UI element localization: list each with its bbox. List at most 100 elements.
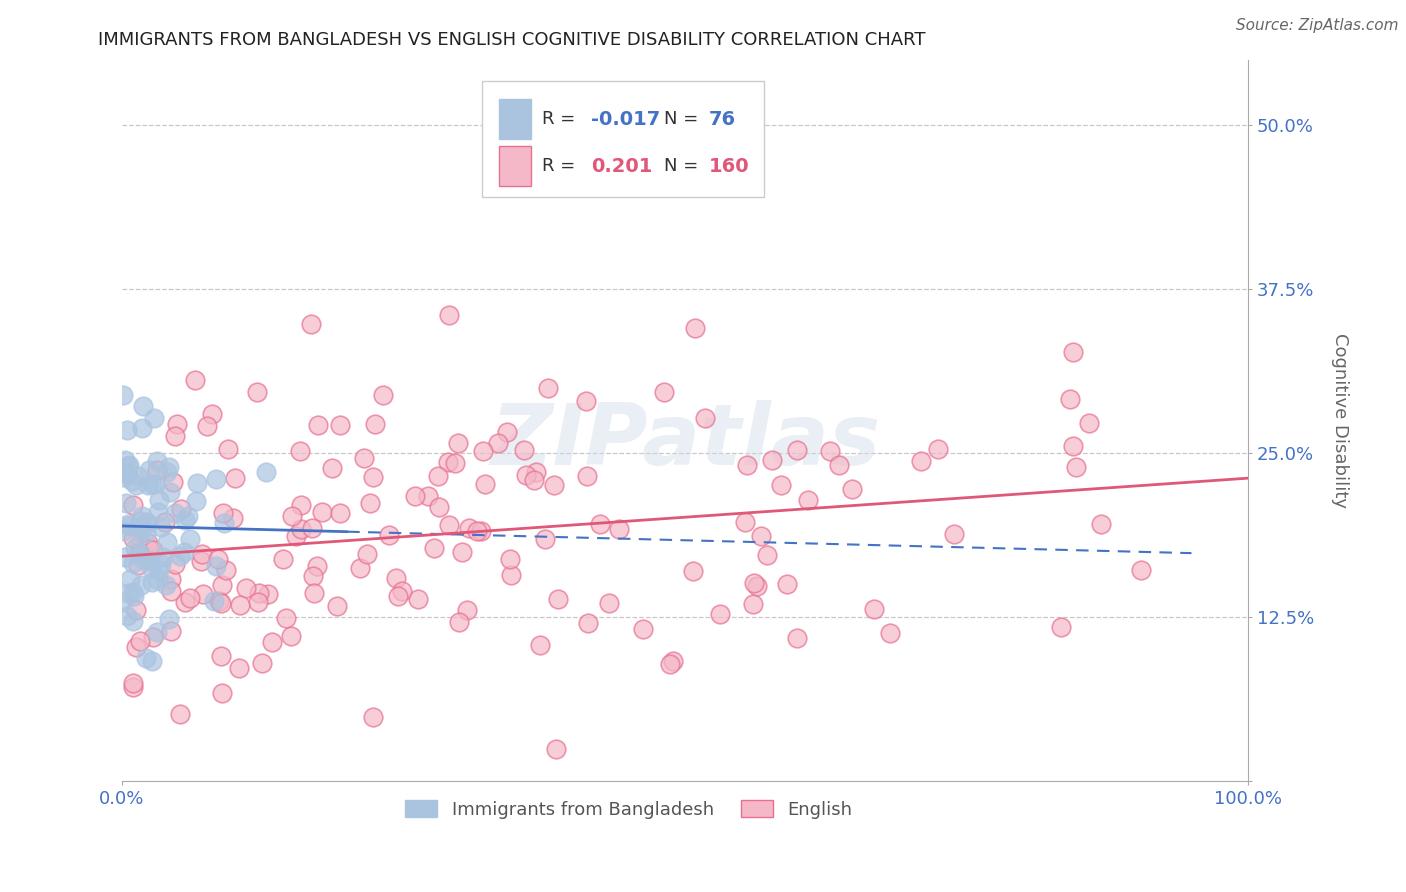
Point: [443, 456, 465, 470]
Point: [149, 557, 172, 571]
Point: [166, 417, 188, 431]
Point: [162, 475, 184, 490]
Point: [371, 387, 394, 401]
Point: [155, 578, 177, 592]
Point: [290, 444, 312, 458]
Point: [141, 477, 163, 491]
Point: [879, 626, 901, 640]
Point: [142, 410, 165, 425]
Point: [195, 419, 218, 434]
Point: [121, 615, 143, 629]
Point: [786, 443, 808, 458]
Point: [139, 554, 162, 568]
Point: [274, 611, 297, 625]
Point: [465, 524, 488, 539]
Point: [910, 454, 932, 468]
Point: [589, 516, 612, 531]
Point: [862, 601, 884, 615]
Point: [307, 558, 329, 573]
Text: -0.017: -0.017: [592, 110, 661, 128]
Point: [118, 518, 141, 533]
Point: [1050, 620, 1073, 634]
Point: [391, 584, 413, 599]
Point: [138, 463, 160, 477]
Text: N =: N =: [664, 110, 703, 128]
Point: [114, 453, 136, 467]
Point: [662, 654, 685, 668]
Point: [156, 535, 179, 549]
Point: [437, 517, 460, 532]
Point: [211, 686, 233, 700]
Point: [515, 468, 537, 483]
Point: [529, 639, 551, 653]
Point: [128, 515, 150, 529]
Point: [131, 421, 153, 435]
Point: [1078, 416, 1101, 430]
Point: [114, 496, 136, 510]
Point: [118, 458, 141, 473]
Point: [820, 444, 842, 458]
Point: [201, 407, 224, 421]
Point: [472, 443, 495, 458]
Point: [229, 598, 252, 612]
Point: [486, 436, 509, 450]
Point: [149, 520, 172, 534]
Point: [427, 500, 450, 515]
Point: [122, 499, 145, 513]
Point: [280, 629, 302, 643]
Text: R =: R =: [541, 110, 581, 128]
Point: [254, 465, 277, 479]
Point: [436, 454, 458, 468]
Point: [215, 563, 238, 577]
Point: [285, 529, 308, 543]
Point: [598, 596, 620, 610]
Point: [174, 513, 197, 527]
Point: [117, 467, 139, 481]
Point: [301, 521, 323, 535]
Point: [496, 425, 519, 440]
Point: [141, 654, 163, 668]
Point: [184, 373, 207, 387]
Point: [224, 471, 246, 485]
Point: [122, 585, 145, 599]
Point: [427, 468, 450, 483]
Point: [359, 496, 381, 510]
Point: [385, 571, 408, 585]
Point: [290, 498, 312, 512]
Point: [942, 527, 965, 541]
Point: [299, 317, 322, 331]
Point: [148, 573, 170, 587]
Point: [1059, 392, 1081, 407]
Point: [122, 531, 145, 545]
Point: [112, 388, 135, 402]
Point: [349, 561, 371, 575]
Point: [143, 476, 166, 491]
Point: [307, 418, 329, 433]
Point: [212, 506, 235, 520]
Point: [121, 556, 143, 570]
Point: [146, 463, 169, 477]
Point: [170, 502, 193, 516]
Point: [117, 585, 139, 599]
Point: [146, 624, 169, 639]
Text: IMMIGRANTS FROM BANGLADESH VS ENGLISH COGNITIVE DISABILITY CORRELATION CHART: IMMIGRANTS FROM BANGLADESH VS ENGLISH CO…: [98, 31, 927, 49]
Point: [131, 508, 153, 523]
Point: [142, 543, 165, 558]
Point: [447, 615, 470, 629]
FancyBboxPatch shape: [499, 146, 530, 186]
Point: [271, 551, 294, 566]
Point: [124, 603, 146, 617]
Point: [659, 657, 682, 671]
Point: [128, 546, 150, 560]
FancyBboxPatch shape: [482, 81, 763, 196]
Point: [129, 524, 152, 539]
Point: [709, 607, 731, 621]
Point: [129, 633, 152, 648]
Point: [114, 549, 136, 564]
Point: [512, 442, 534, 457]
Point: [135, 650, 157, 665]
Point: [575, 468, 598, 483]
Point: [378, 528, 401, 542]
Point: [222, 511, 245, 525]
Point: [174, 595, 197, 609]
